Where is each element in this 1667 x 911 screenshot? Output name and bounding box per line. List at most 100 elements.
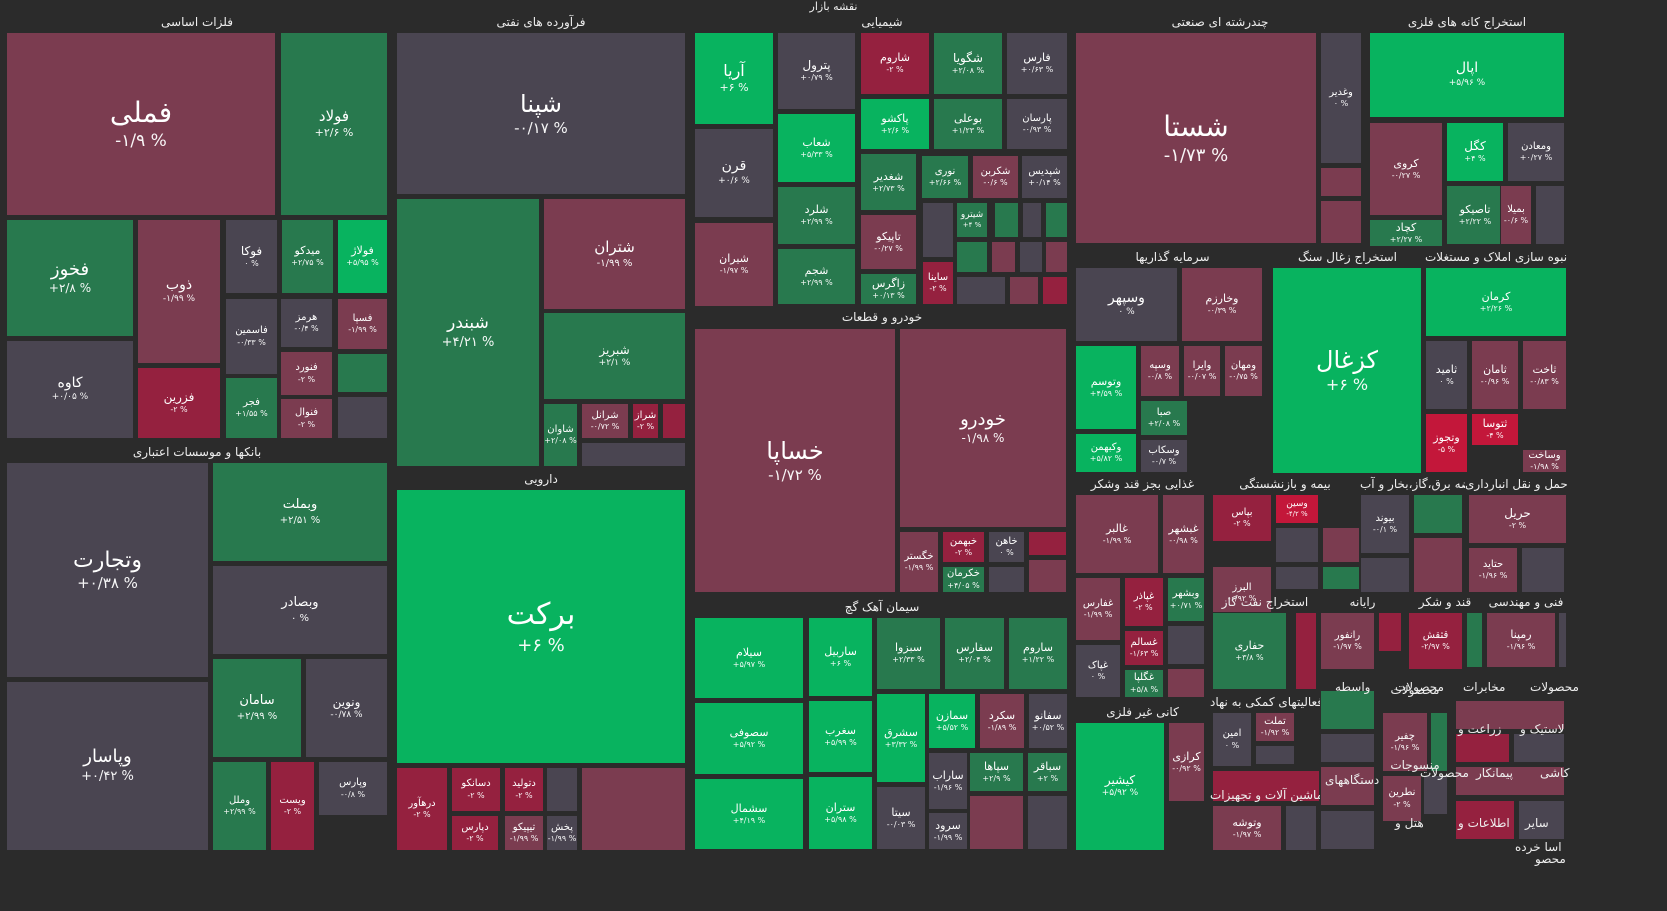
filler-tile[interactable]: [1430, 712, 1448, 772]
filler-tile[interactable]: [1360, 557, 1410, 593]
stock-tile[interactable]: فخوز +۲/۸ %: [6, 219, 134, 337]
filler-tile[interactable]: [1413, 494, 1463, 534]
stock-tile[interactable]: شغدیر +۲/۷۳ %: [860, 153, 917, 211]
filler-tile[interactable]: [1028, 531, 1067, 556]
stock-tile[interactable]: سپاها +۲/۹ %: [969, 752, 1024, 792]
stock-tile[interactable]: کاوه +۰/۰۵ %: [6, 340, 134, 439]
filler-tile[interactable]: [581, 442, 686, 467]
stock-tile[interactable]: حفاری +۳/۸ %: [1212, 612, 1287, 690]
stock-tile[interactable]: کروی -۰/۲۷ %: [1369, 122, 1443, 216]
stock-tile[interactable]: وسکاب -۰/۷ %: [1140, 439, 1188, 473]
stock-tile[interactable]: شبریز +۲/۱ %: [543, 312, 686, 400]
stock-tile[interactable]: چفیر -۱/۹۶ %: [1382, 712, 1428, 772]
stock-tile[interactable]: دسانکو -۲ %: [451, 767, 501, 812]
stock-tile[interactable]: وسپه -۰/۸ %: [1140, 345, 1180, 397]
filler-tile[interactable]: [1423, 775, 1448, 815]
stock-tile[interactable]: شرانل -۰/۷۲ %: [581, 403, 629, 439]
stock-tile[interactable]: نطرین -۲ %: [1382, 775, 1422, 822]
stock-tile[interactable]: سفانو +۰/۵۲ %: [1028, 693, 1068, 749]
stock-tile[interactable]: وملل +۲/۹۹ %: [212, 761, 267, 851]
stock-tile[interactable]: فوکا ۰ %: [225, 219, 278, 294]
stock-tile[interactable]: وغدیر ۰ %: [1320, 32, 1362, 164]
stock-tile[interactable]: ساینا -۲ %: [922, 261, 954, 305]
filler-tile[interactable]: [1455, 700, 1565, 730]
stock-tile[interactable]: وساخت -۱/۹۸ %: [1522, 449, 1567, 473]
filler-tile[interactable]: [969, 795, 1024, 850]
stock-tile[interactable]: سفارس +۲/۰۴ %: [944, 617, 1005, 690]
stock-tile[interactable]: پاکشو +۲/۶ %: [860, 98, 930, 150]
filler-tile[interactable]: [1466, 612, 1483, 668]
filler-tile[interactable]: [1413, 537, 1463, 593]
stock-tile[interactable]: صبا +۲/۰۸ %: [1140, 400, 1188, 436]
stock-tile[interactable]: ذوب -۱/۹۹ %: [137, 219, 221, 364]
stock-tile[interactable]: سشمال +۴/۱۹ %: [694, 778, 804, 850]
filler-tile[interactable]: [1042, 276, 1068, 305]
stock-tile[interactable]: تاصیکو +۲/۲۲ %: [1446, 185, 1504, 245]
stock-tile[interactable]: سشرق +۳/۳۲ %: [876, 693, 926, 783]
filler-tile[interactable]: [1521, 547, 1565, 593]
stock-tile[interactable]: کچاد +۲/۲۷ %: [1369, 219, 1443, 247]
filler-tile[interactable]: [1028, 559, 1067, 593]
stock-tile[interactable]: بمیلا -۰/۶ %: [1500, 185, 1532, 245]
stock-tile[interactable]: خودرو -۱/۹۸ %: [899, 328, 1067, 528]
stock-tile[interactable]: ساروم +۱/۲۲ %: [1008, 617, 1068, 690]
stock-tile[interactable]: غالبر -۱/۹۹ %: [1075, 494, 1159, 574]
filler-tile[interactable]: [1320, 200, 1362, 244]
stock-tile[interactable]: ساربیل +۶ %: [808, 617, 873, 697]
stock-tile[interactable]: سرود -۱/۹۹ %: [928, 812, 968, 850]
stock-tile[interactable]: فولاد +۲/۶ %: [280, 32, 388, 216]
stock-tile[interactable]: غگلپا +۵/۸ %: [1124, 669, 1164, 698]
stock-tile[interactable]: وایرا -۰/۰۷ %: [1183, 345, 1221, 397]
stock-tile[interactable]: وسین -۴/۲ %: [1275, 494, 1319, 524]
filler-tile[interactable]: [956, 276, 1006, 305]
stock-tile[interactable]: ثامید ۰ %: [1425, 340, 1468, 410]
filler-tile[interactable]: [1320, 733, 1375, 763]
filler-tile[interactable]: [1295, 612, 1317, 690]
stock-tile[interactable]: برکت +۶ %: [396, 489, 686, 764]
filler-tile[interactable]: [1320, 167, 1362, 197]
stock-tile[interactable]: شعاب +۵/۳۳ %: [777, 113, 856, 183]
stock-tile[interactable]: کیشیر +۵/۹۲ %: [1075, 722, 1165, 851]
stock-tile[interactable]: خگستر -۱/۹۹ %: [899, 531, 939, 593]
filler-tile[interactable]: [922, 202, 954, 258]
stock-tile[interactable]: شگویا +۲/۰۸ %: [933, 32, 1003, 95]
stock-tile[interactable]: وپارس -۰/۸ %: [318, 761, 388, 816]
filler-tile[interactable]: [994, 202, 1019, 238]
filler-tile[interactable]: [988, 566, 1025, 593]
stock-tile[interactable]: ستران +۵/۹۸ %: [808, 776, 873, 850]
stock-tile[interactable]: هرمز -۰/۴ %: [280, 298, 333, 348]
stock-tile[interactable]: امین ۰ %: [1212, 712, 1252, 767]
filler-tile[interactable]: [1320, 690, 1375, 730]
stock-tile[interactable]: ومهان -۰/۷۵ %: [1224, 345, 1263, 397]
stock-tile[interactable]: شاروم -۲ %: [860, 32, 930, 95]
stock-tile[interactable]: خبهمن -۲ %: [942, 531, 985, 563]
stock-tile[interactable]: بوعلی +۱/۲۳ %: [933, 98, 1003, 150]
stock-tile[interactable]: خساپا -۱/۷۲ %: [694, 328, 896, 593]
stock-tile[interactable]: شراز -۲ %: [632, 403, 659, 439]
stock-tile[interactable]: شستا -۱/۷۳ %: [1075, 32, 1317, 244]
filler-tile[interactable]: [1019, 241, 1043, 273]
filler-tile[interactable]: [1455, 766, 1565, 796]
stock-tile[interactable]: وتوسم +۴/۵۹ %: [1075, 345, 1137, 430]
stock-tile[interactable]: فولاژ +۵/۹۵ %: [337, 219, 388, 294]
stock-tile[interactable]: فنوال -۲ %: [280, 398, 333, 439]
stock-tile[interactable]: ثاخت -۰/۸۳ %: [1522, 340, 1567, 410]
stock-tile[interactable]: زاگرس +۰/۱۳ %: [860, 273, 917, 305]
stock-tile[interactable]: سکرد -۱/۸۹ %: [979, 693, 1025, 749]
stock-tile[interactable]: سیلام +۵/۹۷ %: [694, 617, 804, 699]
stock-tile[interactable]: شتران -۱/۹۹ %: [543, 198, 686, 310]
filler-tile[interactable]: [662, 403, 686, 439]
stock-tile[interactable]: کزغال +۶ %: [1272, 267, 1422, 474]
filler-tile[interactable]: [1009, 276, 1039, 305]
filler-tile[interactable]: [337, 353, 388, 393]
stock-tile[interactable]: تملت -۱/۹۲ %: [1255, 712, 1295, 742]
stock-tile[interactable]: رمپنا -۱/۹۶ %: [1486, 612, 1556, 668]
stock-tile[interactable]: پترول +۰/۷۹ %: [777, 32, 856, 110]
stock-tile[interactable]: شکربن -۰/۶ %: [972, 155, 1019, 199]
stock-tile[interactable]: سغرب +۵/۹۹ %: [808, 700, 873, 773]
stock-tile[interactable]: سباقر +۲ %: [1027, 752, 1068, 792]
stock-tile[interactable]: شیترو +۴ %: [956, 202, 988, 238]
filler-tile[interactable]: [1320, 810, 1375, 850]
stock-tile[interactable]: بپاس -۲ %: [1212, 494, 1272, 542]
stock-tile[interactable]: سبزوا +۲/۳۳ %: [876, 617, 941, 690]
